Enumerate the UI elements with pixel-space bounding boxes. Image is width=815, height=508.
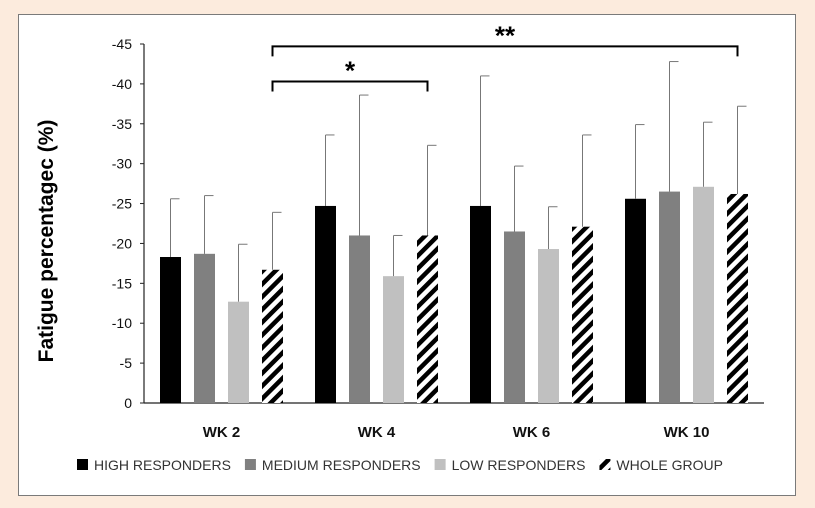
legend-label: HIGH RESPONDERS [94,457,231,473]
legend: HIGH RESPONDERS MEDIUM RESPONDERS LOW RESP… [77,457,723,473]
bar-medium-responders [504,231,525,403]
significance-label: ** [495,20,516,50]
bar-high-responders [470,205,491,403]
y-tick-label: -10 [112,315,132,331]
bar-whole-group [727,193,748,403]
legend-swatch [599,459,611,470]
bar-whole-group [572,226,593,403]
bar-medium-responders [659,191,680,403]
x-tick-label: WK 6 [513,424,551,441]
bar-low-responders [693,186,714,403]
legend-swatch [434,459,446,470]
legend-label: LOW RESPONDERS [452,457,586,473]
y-tick-label: -45 [112,36,132,52]
y-tick-label: -30 [112,156,132,172]
x-tick-label: WK 10 [664,424,710,441]
bar-high-responders [625,198,646,403]
bar-high-responders [160,257,181,403]
y-tick-label: -25 [112,196,132,212]
bar-low-responders [538,249,559,403]
y-tick-label: -40 [112,76,132,92]
significance-bracket [271,80,429,92]
significance-label: * [345,55,356,85]
bar-whole-group [262,269,283,403]
bar-low-responders [383,276,404,403]
y-tick-label: -35 [112,116,132,132]
y-tick-label: -5 [120,355,133,371]
y-tick-label: -20 [112,235,132,251]
x-tick-label: WK 4 [358,424,396,441]
bar-medium-responders [349,235,370,403]
legend-label: WHOLE GROUP [616,457,723,473]
bar-whole-group [417,235,438,403]
x-tick-label: WK 2 [203,424,241,441]
y-tick-label: 0 [124,395,132,411]
legend-label: MEDIUM RESPONDERS [262,457,421,473]
bar-low-responders [228,301,249,403]
significance-bracket [271,45,739,57]
axes: -45 -40 -35 -30 -25 -20 -15 -10 -5 0 WK 2 WK 4 WK 6 W… [112,36,764,441]
chart-frame: Fatigue percentagec (%) -45 -40 -35 -30 -25-… [18,14,796,496]
y-tick-label: -15 [112,275,132,291]
legend-swatch [77,459,88,470]
bars [160,61,748,403]
bar-medium-responders [194,253,215,403]
y-axis-label: Fatigue percentagec (%) [35,120,58,363]
bar-chart: Fatigue percentagec (%) -45-40-35-30-25-… [35,20,764,473]
bar-high-responders [315,205,336,403]
legend-swatch [244,459,256,470]
significance-annotations: *** [271,20,739,92]
